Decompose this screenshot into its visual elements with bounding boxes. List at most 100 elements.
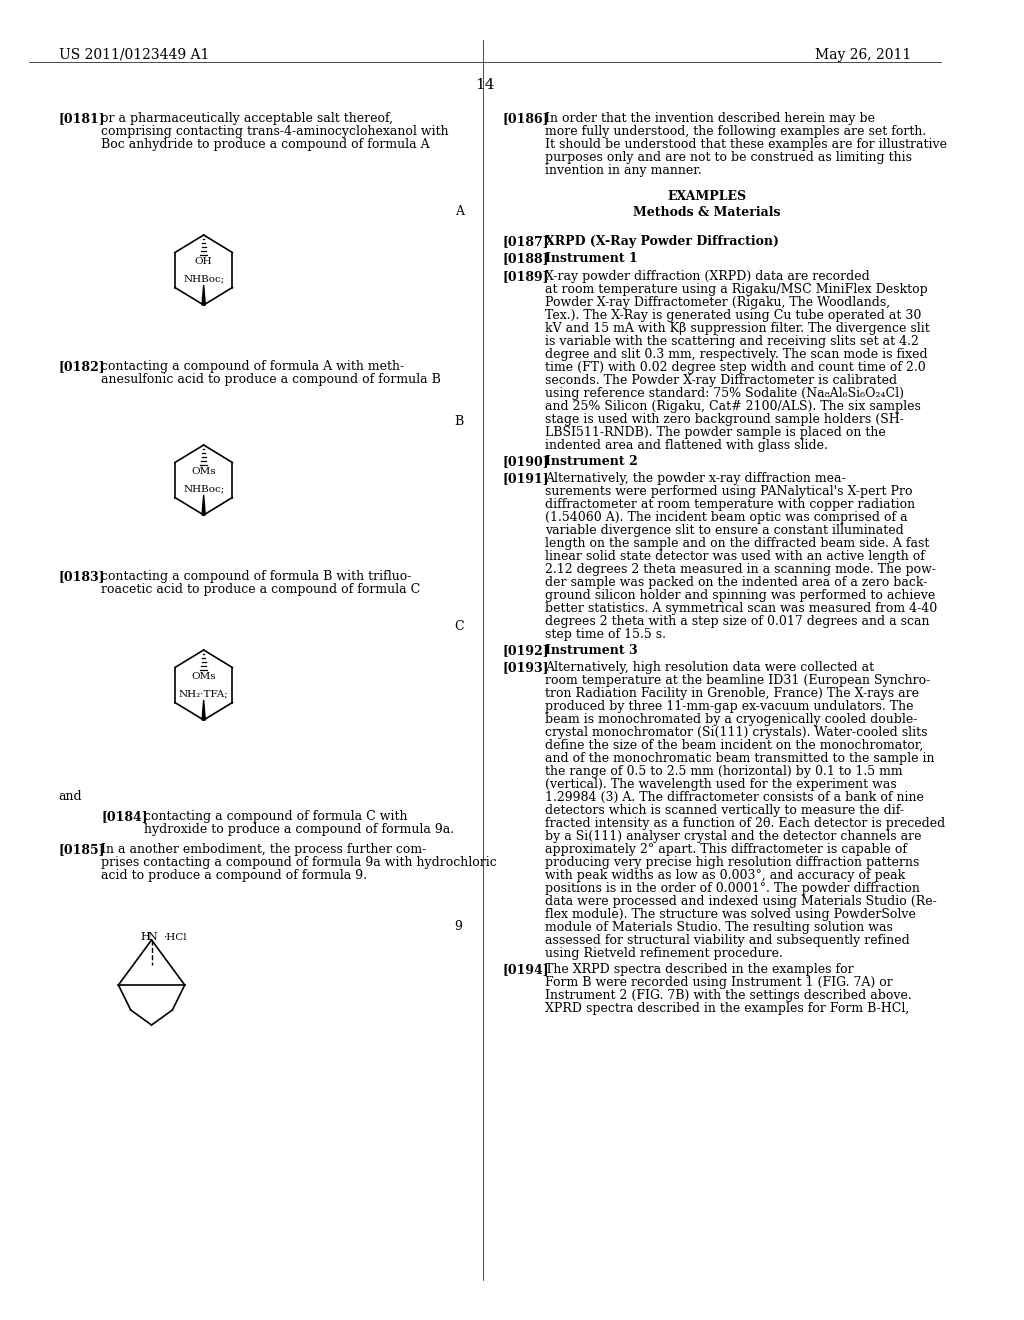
Text: or a pharmaceutically acceptable salt thereof,: or a pharmaceutically acceptable salt th… [101,112,393,125]
Text: roacetic acid to produce a compound of formula C: roacetic acid to produce a compound of f… [101,583,421,597]
Text: [0182]: [0182] [58,360,105,374]
Text: variable divergence slit to ensure a constant illuminated: variable divergence slit to ensure a con… [545,524,903,537]
Polygon shape [202,495,206,515]
Text: (1.54060 A). The incident beam optic was comprised of a: (1.54060 A). The incident beam optic was… [545,511,907,524]
Text: In order that the invention described herein may be: In order that the invention described he… [545,112,874,125]
Text: Tex.). The X-Ray is generated using Cu tube operated at 30: Tex.). The X-Ray is generated using Cu t… [545,309,921,322]
Text: Alternatively, the powder x-ray diffraction mea-: Alternatively, the powder x-ray diffract… [545,473,845,484]
Text: is variable with the scattering and receiving slits set at 4.2: is variable with the scattering and rece… [545,335,919,348]
Text: It should be understood that these examples are for illustrative: It should be understood that these examp… [545,139,946,150]
Text: detectors which is scanned vertically to measure the dif-: detectors which is scanned vertically to… [545,804,903,817]
Text: better statistics. A symmetrical scan was measured from 4-40: better statistics. A symmetrical scan wa… [545,602,937,615]
Text: comprising contacting trans-4-aminocyclohexanol with: comprising contacting trans-4-aminocyclo… [101,125,449,139]
Text: [0186]: [0186] [502,112,549,125]
Text: prises contacting a compound of formula 9a with hydrochloric: prises contacting a compound of formula … [101,855,497,869]
Text: contacting a compound of formula C with: contacting a compound of formula C with [144,810,408,822]
Text: [0187]: [0187] [502,235,549,248]
Text: degree and slit 0.3 mm, respectively. The scan mode is fixed: degree and slit 0.3 mm, respectively. Th… [545,348,928,360]
Text: contacting a compound of formula A with meth-: contacting a compound of formula A with … [101,360,404,374]
Text: 1.29984 (3) A. The diffractometer consists of a bank of nine: 1.29984 (3) A. The diffractometer consis… [545,791,924,804]
Text: Methods & Materials: Methods & Materials [633,206,780,219]
Text: 2.12 degrees 2 theta measured in a scanning mode. The pow-: 2.12 degrees 2 theta measured in a scann… [545,564,936,576]
Text: indented area and flattened with glass slide.: indented area and flattened with glass s… [545,440,827,451]
Text: data were processed and indexed using Materials Studio (Re-: data were processed and indexed using Ma… [545,895,936,908]
Text: positions is in the order of 0.0001°. The powder diffraction: positions is in the order of 0.0001°. Th… [545,882,920,895]
Text: [0191]: [0191] [502,473,549,484]
Text: [0185]: [0185] [58,843,105,855]
Text: der sample was packed on the indented area of a zero back-: der sample was packed on the indented ar… [545,576,927,589]
Text: OMs: OMs [191,672,216,681]
Text: linear solid state detector was used with an active length of: linear solid state detector was used wit… [545,550,925,564]
Text: and 25% Silicon (Rigaku, Cat# 2100/ALS). The six samples: and 25% Silicon (Rigaku, Cat# 2100/ALS).… [545,400,921,413]
Text: using reference standard: 75% Sodalite (Na₈Al₆Si₆O₂₄Cl): using reference standard: 75% Sodalite (… [545,387,903,400]
Text: X-ray powder diffraction (XRPD) data are recorded: X-ray powder diffraction (XRPD) data are… [545,271,869,282]
Text: The XRPD spectra described in the examples for: The XRPD spectra described in the exampl… [545,964,853,975]
Text: C: C [455,620,464,634]
Text: and: and [58,789,82,803]
Text: XPRD spectra described in the examples for Form B-HCl,: XPRD spectra described in the examples f… [545,1002,909,1015]
Text: crystal monochromator (Si(111) crystals). Water-cooled slits: crystal monochromator (Si(111) crystals)… [545,726,927,739]
Text: (vertical). The wavelength used for the experiment was: (vertical). The wavelength used for the … [545,777,896,791]
Text: define the size of the beam incident on the monochromator,: define the size of the beam incident on … [545,739,923,752]
Text: ·HCl: ·HCl [163,932,186,941]
Text: beam is monochromated by a cryogenically cooled double-: beam is monochromated by a cryogenically… [545,713,918,726]
Text: [0192]: [0192] [502,644,549,657]
Text: EXAMPLES: EXAMPLES [667,190,746,203]
Text: step time of 15.5 s.: step time of 15.5 s. [545,628,666,642]
Text: seconds. The Powder X-ray Diffractometer is calibrated: seconds. The Powder X-ray Diffractometer… [545,374,897,387]
Text: NH₂·TFA;: NH₂·TFA; [179,689,228,698]
Text: NHBoc;: NHBoc; [183,484,224,492]
Text: invention in any manner.: invention in any manner. [545,164,701,177]
Text: room temperature at the beamline ID31 (European Synchro-: room temperature at the beamline ID31 (E… [545,675,930,686]
Text: May 26, 2011: May 26, 2011 [815,48,911,62]
Text: degrees 2 theta with a step size of 0.017 degrees and a scan: degrees 2 theta with a step size of 0.01… [545,615,929,628]
Text: diffractometer at room temperature with copper radiation: diffractometer at room temperature with … [545,498,914,511]
Text: Powder X-ray Diffractometer (Rigaku, The Woodlands,: Powder X-ray Diffractometer (Rigaku, The… [545,296,890,309]
Text: OH: OH [195,257,212,267]
Text: stage is used with zero background sample holders (SH-: stage is used with zero background sampl… [545,413,903,426]
Polygon shape [202,285,206,305]
Text: purposes only and are not to be construed as limiting this: purposes only and are not to be construe… [545,150,911,164]
Text: Boc anhydride to produce a compound of formula A: Boc anhydride to produce a compound of f… [101,139,430,150]
Text: surements were performed using PANalytical's X-pert Pro: surements were performed using PANalytic… [545,484,912,498]
Text: 9: 9 [455,920,463,933]
Text: [0189]: [0189] [502,271,549,282]
Text: acid to produce a compound of formula 9.: acid to produce a compound of formula 9. [101,869,368,882]
Text: at room temperature using a Rigaku/MSC MiniFlex Desktop: at room temperature using a Rigaku/MSC M… [545,282,928,296]
Text: Form B were recorded using Instrument 1 (FIG. 7A) or: Form B were recorded using Instrument 1 … [545,975,892,989]
Text: OMs: OMs [191,467,216,477]
Text: module of Materials Studio. The resulting solution was: module of Materials Studio. The resultin… [545,921,893,935]
Text: In a another embodiment, the process further com-: In a another embodiment, the process fur… [101,843,427,855]
Text: using Rietveld refinement procedure.: using Rietveld refinement procedure. [545,946,782,960]
Text: tron Radiation Facility in Grenoble, France) The X-rays are: tron Radiation Facility in Grenoble, Fra… [545,686,919,700]
Text: Instrument 1: Instrument 1 [545,252,637,265]
Text: Instrument 2: Instrument 2 [545,455,637,469]
Text: assessed for structural viability and subsequently refined: assessed for structural viability and su… [545,935,909,946]
Text: hydroxide to produce a compound of formula 9a.: hydroxide to produce a compound of formu… [144,822,454,836]
Text: [0183]: [0183] [58,570,105,583]
Text: and of the monochromatic beam transmitted to the sample in: and of the monochromatic beam transmitte… [545,752,934,766]
Text: ground silicon holder and spinning was performed to achieve: ground silicon holder and spinning was p… [545,589,935,602]
Text: [0181]: [0181] [58,112,105,125]
Text: by a Si(111) analyser crystal and the detector channels are: by a Si(111) analyser crystal and the de… [545,830,922,843]
Text: XRPD (X-Ray Powder Diffraction): XRPD (X-Ray Powder Diffraction) [545,235,778,248]
Text: the range of 0.5 to 2.5 mm (horizontal) by 0.1 to 1.5 mm: the range of 0.5 to 2.5 mm (horizontal) … [545,766,902,777]
Text: [0184]: [0184] [101,810,148,822]
Text: [0188]: [0188] [502,252,549,265]
Text: H: H [140,932,150,942]
Text: NHBoc;: NHBoc; [183,275,224,282]
Text: N: N [147,932,158,942]
Text: [0193]: [0193] [502,661,549,675]
Text: LBSI511-RNDB). The powder sample is placed on the: LBSI511-RNDB). The powder sample is plac… [545,426,886,440]
Text: length on the sample and on the diffracted beam side. A fast: length on the sample and on the diffract… [545,537,929,550]
Text: fracted intensity as a function of 2θ. Each detector is preceded: fracted intensity as a function of 2θ. E… [545,817,945,830]
Text: A: A [455,205,464,218]
Text: [0190]: [0190] [502,455,549,469]
Text: producing very precise high resolution diffraction patterns: producing very precise high resolution d… [545,855,919,869]
Text: Instrument 3: Instrument 3 [545,644,637,657]
Text: approximately 2° apart. This diffractometer is capable of: approximately 2° apart. This diffractome… [545,843,906,855]
Text: produced by three 11-mm-gap ex-vacuum undulators. The: produced by three 11-mm-gap ex-vacuum un… [545,700,913,713]
Text: 14: 14 [475,78,495,92]
Text: anesulfonic acid to produce a compound of formula B: anesulfonic acid to produce a compound o… [101,374,441,385]
Text: flex module). The structure was solved using PowderSolve: flex module). The structure was solved u… [545,908,915,921]
